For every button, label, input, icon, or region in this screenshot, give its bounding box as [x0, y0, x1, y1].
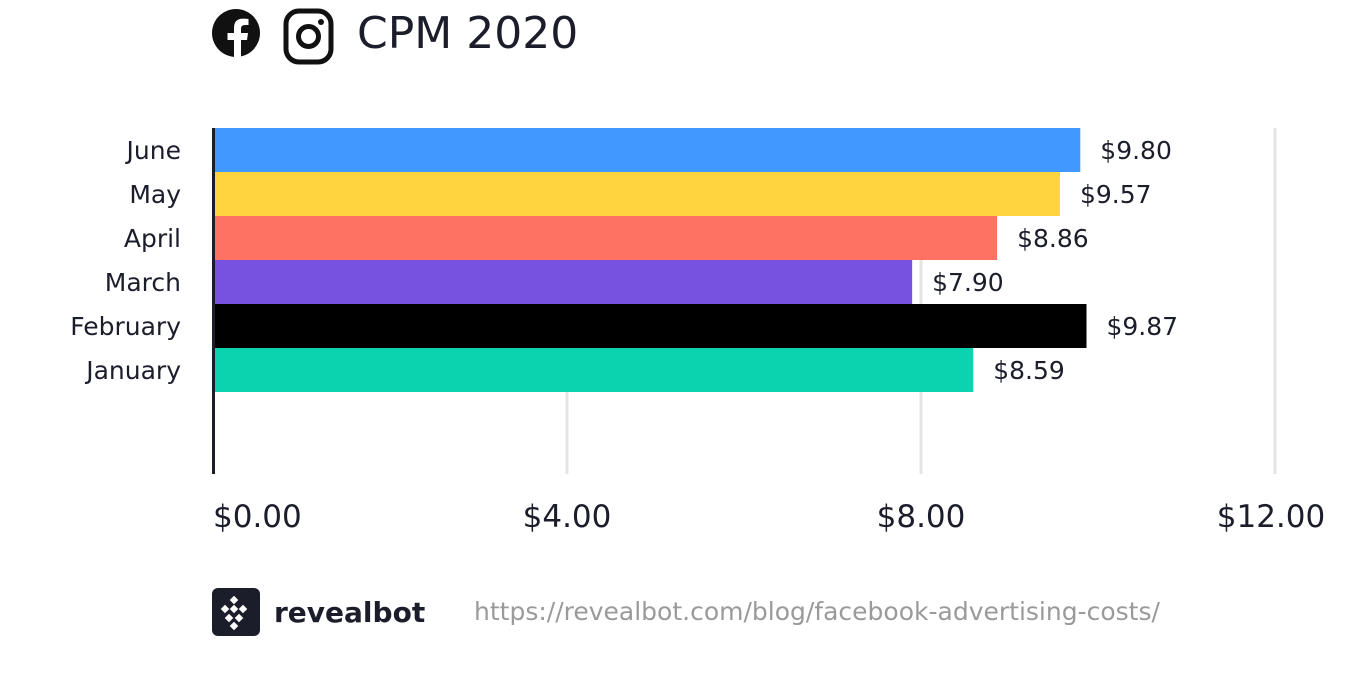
- bar: [213, 172, 1060, 216]
- value-label: $7.90: [932, 268, 1004, 297]
- chart-title: CPM 2020: [357, 8, 578, 59]
- category-label: April: [124, 224, 181, 253]
- instagram-icon: [283, 8, 334, 65]
- category-label: February: [70, 312, 181, 341]
- x-tick-label: $12.00: [1217, 499, 1325, 535]
- x-tick-label: $4.00: [523, 499, 612, 535]
- category-label: March: [105, 268, 181, 297]
- bar: [213, 304, 1087, 348]
- value-label: $8.59: [993, 356, 1065, 385]
- category-label: June: [125, 136, 181, 165]
- category-label: May: [129, 180, 181, 209]
- bars: [213, 128, 1087, 392]
- x-tick-label: $8.00: [877, 499, 966, 535]
- bar: [213, 348, 974, 392]
- bar: [213, 260, 913, 304]
- value-label: $9.80: [1100, 136, 1172, 165]
- category-label: January: [84, 356, 181, 385]
- facebook-icon: [212, 9, 260, 59]
- value-label: $9.57: [1080, 180, 1152, 209]
- category-labels: June May April March February January: [70, 136, 181, 385]
- bar: [213, 216, 998, 260]
- brand-name: revealbot: [274, 596, 425, 629]
- source-url[interactable]: https://revealbot.com/blog/facebook-adve…: [474, 597, 1160, 626]
- value-labels: $9.80 $9.57 $8.86 $7.90 $9.87 $8.59: [932, 136, 1178, 385]
- bar: [213, 128, 1081, 172]
- value-label: $8.86: [1017, 224, 1089, 253]
- revealbot-logo-icon: [212, 588, 260, 636]
- x-tick-labels: $0.00 $4.00 $8.00 $12.00: [213, 499, 1325, 535]
- value-label: $9.87: [1106, 312, 1178, 341]
- x-tick-label: $0.00: [213, 499, 302, 535]
